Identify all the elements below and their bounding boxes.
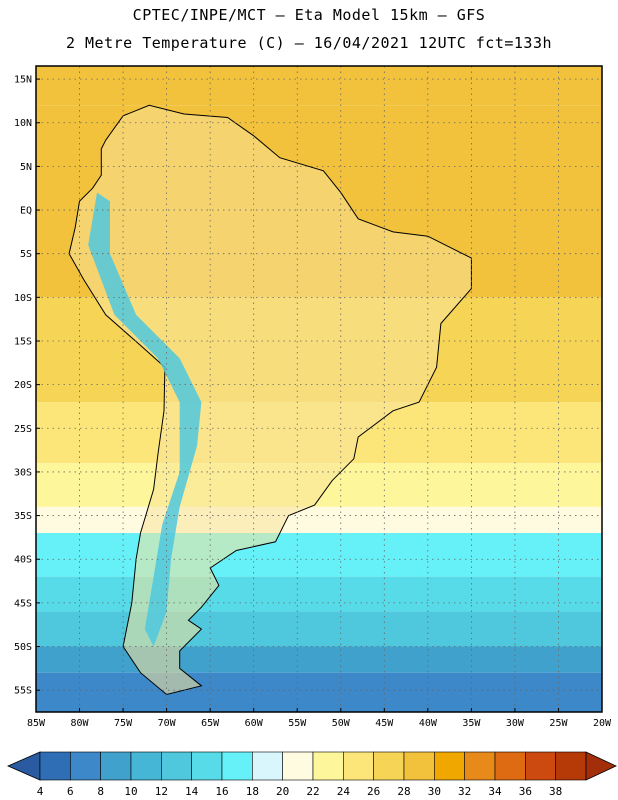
latitude-labels: 15N 10N 5N EQ 5S 10S 15S 20S 25S 30S 35S 40S 45S 50S 5… <box>14 75 40 697</box>
colorbar-label: 4 <box>37 785 44 798</box>
colorbar-swatch <box>39 751 71 781</box>
temperature-band <box>36 576 602 612</box>
colorbar-label: 24 <box>337 785 351 798</box>
colorbar: 4 6 8 10 12 14 16 18 20 22 24 26 28 30 32 34 36 38 <box>7 751 617 798</box>
colorbar-swatch <box>343 751 374 781</box>
map-frame <box>35 65 603 713</box>
temperature-band <box>36 672 602 712</box>
colorbar-swatch <box>191 751 223 781</box>
latitude-label: 45S <box>14 598 32 609</box>
latitude-label: 5N <box>20 162 32 173</box>
longitude-label: 30W <box>506 718 525 729</box>
latitude-label: EQ <box>20 206 32 217</box>
longitude-label: 20W <box>593 718 612 729</box>
colorbar-swatch <box>434 751 465 781</box>
longitude-label: 75W <box>114 718 133 729</box>
longitude-label: 35W <box>462 718 481 729</box>
lat-lon-grid <box>36 66 602 712</box>
longitude-label: 45W <box>375 718 394 729</box>
continent-outline <box>68 104 472 696</box>
colorbar-swatch <box>403 751 435 781</box>
colorbar-label: 34 <box>488 785 502 798</box>
latitude-label: 40S <box>14 555 32 566</box>
latitude-label: 15N <box>14 75 32 86</box>
latitude-label: 25S <box>14 424 32 435</box>
andes-cold-region <box>88 192 202 647</box>
longitude-label: 50W <box>332 718 351 729</box>
longitude-label: 60W <box>245 718 264 729</box>
colorbar-swatch <box>70 751 101 781</box>
colorbar-swatch <box>282 751 314 781</box>
latitude-label: 50S <box>14 642 32 653</box>
latitude-label: 35S <box>14 511 32 522</box>
longitude-label: 70W <box>158 718 177 729</box>
colorbar-swatch <box>464 751 496 781</box>
longitude-label: 40W <box>419 718 438 729</box>
colorbar-label: 38 <box>549 785 562 798</box>
colorbar-label: 36 <box>519 785 532 798</box>
temperature-band <box>36 611 602 647</box>
colorbar-label: 8 <box>97 785 104 798</box>
latitude-label: 15S <box>14 336 32 347</box>
temperature-band <box>36 506 602 534</box>
colorbar-label: 10 <box>124 785 137 798</box>
longitude-label: 80W <box>71 718 90 729</box>
longitude-label: 55W <box>288 718 307 729</box>
colorbar-above-arrow <box>585 751 617 781</box>
colorbar-label: 28 <box>397 785 410 798</box>
colorbar-label: 18 <box>246 785 259 798</box>
longitude-label: 25W <box>549 718 568 729</box>
map-title-line1: CPTEC/INPE/MCT – Eta Model 15km – GFS <box>132 6 486 24</box>
latitude-label: 55S <box>14 686 32 697</box>
colorbar-swatch <box>525 751 556 781</box>
longitude-label: 85W <box>27 718 46 729</box>
colorbar-label: 20 <box>276 785 289 798</box>
colorbar-swatch <box>252 751 283 781</box>
temperature-band <box>36 646 602 673</box>
latitude-label: 10S <box>14 293 32 304</box>
latitude-label: 5S <box>20 249 32 260</box>
colorbar-label: 26 <box>367 785 380 798</box>
colorbar-label: 12 <box>155 785 168 798</box>
colorbar-swatch <box>555 751 587 781</box>
temperature-band <box>36 66 602 106</box>
temperature-band <box>36 533 602 577</box>
colorbar-swatch <box>100 751 132 781</box>
colorbar-label: 14 <box>185 785 199 798</box>
colorbar-swatch <box>130 751 162 781</box>
colorbar-swatch <box>312 751 344 781</box>
latitude-label: 10N <box>14 118 32 129</box>
colorbar-swatch <box>221 751 253 781</box>
colorbar-swatch <box>161 751 192 781</box>
colorbar-swatch <box>373 751 405 781</box>
colorbar-below-arrow <box>7 751 41 781</box>
colorbar-label: 22 <box>306 785 319 798</box>
latitude-label: 30S <box>14 467 32 478</box>
map-title-line2: 2 Metre Temperature (C) – 16/04/2021 12U… <box>65 34 553 52</box>
colorbar-swatch <box>494 751 526 781</box>
longitude-label: 65W <box>201 718 220 729</box>
longitude-labels: 85W 80W 75W 70W 65W 60W 55W 50W 45W 40W 35W 30W 25W 2… <box>27 708 612 729</box>
latitude-label: 20S <box>14 380 32 391</box>
colorbar-label: 16 <box>215 785 228 798</box>
colorbar-label: 32 <box>458 785 471 798</box>
colorbar-label: 30 <box>428 785 441 798</box>
colorbar-label: 6 <box>67 785 74 798</box>
